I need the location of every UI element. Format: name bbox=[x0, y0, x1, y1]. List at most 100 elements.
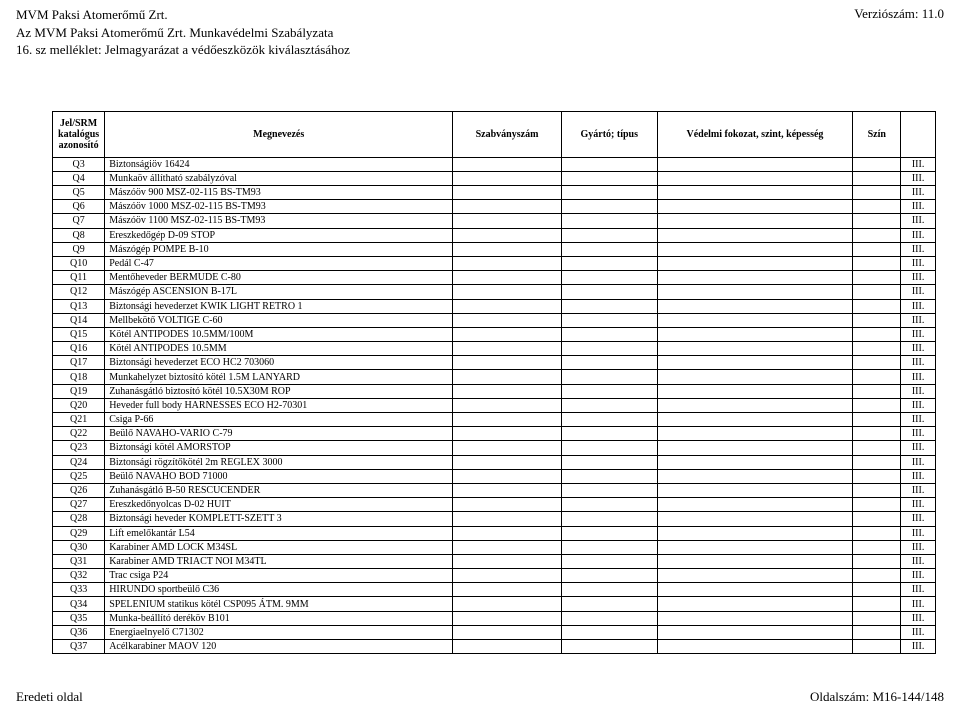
table-row: Q9Mászógép POMPE B-10III. bbox=[53, 242, 936, 256]
table-wrap: Jel/SRM katalógus azonosító Megnevezés S… bbox=[52, 111, 936, 655]
cell-std bbox=[453, 526, 562, 540]
cell-std bbox=[453, 498, 562, 512]
cell-color bbox=[853, 200, 901, 214]
cell-std bbox=[453, 186, 562, 200]
cell-lvl bbox=[657, 342, 853, 356]
cell-color bbox=[853, 285, 901, 299]
cell-lvl bbox=[657, 455, 853, 469]
cell-color bbox=[853, 441, 901, 455]
cell-name: Kötél ANTIPODES 10.5MM bbox=[105, 342, 453, 356]
cell-name: Zuhanásgátló biztosító kötél 10.5X30M RO… bbox=[105, 384, 453, 398]
cell-mfr bbox=[561, 186, 657, 200]
table-row: Q29Lift emelőkantár L54III. bbox=[53, 526, 936, 540]
table-row: Q10Pedál C-47III. bbox=[53, 256, 936, 270]
cell-mfr bbox=[561, 228, 657, 242]
cell-color bbox=[853, 171, 901, 185]
cell-name: Mászóöv 1000 MSZ-02-115 BS-TM93 bbox=[105, 200, 453, 214]
cell-lvl bbox=[657, 554, 853, 568]
cell-id: Q29 bbox=[53, 526, 105, 540]
cell-std bbox=[453, 427, 562, 441]
cell-cat: III. bbox=[901, 157, 936, 171]
cell-id: Q19 bbox=[53, 384, 105, 398]
cell-color bbox=[853, 384, 901, 398]
cell-std bbox=[453, 242, 562, 256]
cell-color bbox=[853, 540, 901, 554]
cell-mfr bbox=[561, 611, 657, 625]
table-row: Q23Biztonsági kötél AMORSTOPIII. bbox=[53, 441, 936, 455]
cell-cat: III. bbox=[901, 640, 936, 654]
cell-color bbox=[853, 342, 901, 356]
cell-name: Biztonságiöv 16424 bbox=[105, 157, 453, 171]
cell-mfr bbox=[561, 256, 657, 270]
cell-mfr bbox=[561, 469, 657, 483]
table-row: Q27Ereszkedőnyolcas D-02 HUITIII. bbox=[53, 498, 936, 512]
cell-lvl bbox=[657, 483, 853, 497]
col-id: Jel/SRM katalógus azonosító bbox=[53, 111, 105, 157]
table-row: Q28Biztonsági heveder KOMPLETT-SZETT 3II… bbox=[53, 512, 936, 526]
cell-id: Q31 bbox=[53, 554, 105, 568]
cell-name: Heveder full body HARNESSES ECO H2-70301 bbox=[105, 398, 453, 412]
table-row: Q30Karabiner AMD LOCK M34SLIII. bbox=[53, 540, 936, 554]
cell-name: Csiga P-66 bbox=[105, 413, 453, 427]
col-cat: Vdőeszköz kategória bbox=[901, 111, 936, 157]
cell-name: Biztonsági heveder KOMPLETT-SZETT 3 bbox=[105, 512, 453, 526]
cell-color bbox=[853, 214, 901, 228]
col-std: Szabványszám bbox=[453, 111, 562, 157]
cell-mfr bbox=[561, 342, 657, 356]
cell-cat: III. bbox=[901, 200, 936, 214]
cell-id: Q30 bbox=[53, 540, 105, 554]
cell-lvl bbox=[657, 228, 853, 242]
cell-mfr bbox=[561, 625, 657, 639]
cell-cat: III. bbox=[901, 413, 936, 427]
cell-lvl bbox=[657, 256, 853, 270]
cell-cat: III. bbox=[901, 569, 936, 583]
cell-color bbox=[853, 483, 901, 497]
cell-id: Q24 bbox=[53, 455, 105, 469]
cell-std bbox=[453, 384, 562, 398]
cell-color bbox=[853, 327, 901, 341]
table-row: Q33HIRUNDO sportbeülő C36III. bbox=[53, 583, 936, 597]
cell-mfr bbox=[561, 327, 657, 341]
cell-std bbox=[453, 413, 562, 427]
cell-color bbox=[853, 413, 901, 427]
cell-color bbox=[853, 554, 901, 568]
cell-std bbox=[453, 583, 562, 597]
cell-mfr bbox=[561, 398, 657, 412]
cell-name: Energiaelnyelő C71302 bbox=[105, 625, 453, 639]
cell-cat: III. bbox=[901, 540, 936, 554]
table-row: Q14Mellbekötő VOLTIGE C-60III. bbox=[53, 313, 936, 327]
cell-cat: III. bbox=[901, 455, 936, 469]
cell-name: Zuhanásgátló B-50 RESCUCENDER bbox=[105, 483, 453, 497]
cell-lvl bbox=[657, 569, 853, 583]
company-name: MVM Paksi Atomerőmű Zrt. bbox=[16, 6, 350, 24]
cell-cat: III. bbox=[901, 441, 936, 455]
cell-name: Ereszkedőgép D-09 STOP bbox=[105, 228, 453, 242]
cell-id: Q35 bbox=[53, 611, 105, 625]
table-row: Q31Karabiner AMD TRIACT NOI M34TL III. bbox=[53, 554, 936, 568]
cell-std bbox=[453, 512, 562, 526]
cell-name: Beülő NAVAHO BOD 71000 bbox=[105, 469, 453, 483]
cell-id: Q15 bbox=[53, 327, 105, 341]
cell-mfr bbox=[561, 483, 657, 497]
cell-lvl bbox=[657, 540, 853, 554]
cell-cat: III. bbox=[901, 256, 936, 270]
cell-cat: III. bbox=[901, 342, 936, 356]
cell-std bbox=[453, 271, 562, 285]
cell-color bbox=[853, 569, 901, 583]
cell-id: Q34 bbox=[53, 597, 105, 611]
cell-color bbox=[853, 640, 901, 654]
table-row: Q3Biztonságiöv 16424III. bbox=[53, 157, 936, 171]
cell-color bbox=[853, 469, 901, 483]
cell-name: Mászóöv 1100 MSZ-02-115 BS-TM93 bbox=[105, 214, 453, 228]
cell-mfr bbox=[561, 554, 657, 568]
cell-cat: III. bbox=[901, 356, 936, 370]
cell-id: Q37 bbox=[53, 640, 105, 654]
cell-cat: III. bbox=[901, 171, 936, 185]
cell-lvl bbox=[657, 583, 853, 597]
cell-cat: III. bbox=[901, 299, 936, 313]
cell-name: Karabiner AMD TRIACT NOI M34TL bbox=[105, 554, 453, 568]
cell-std bbox=[453, 356, 562, 370]
cell-lvl bbox=[657, 625, 853, 639]
cell-cat: III. bbox=[901, 554, 936, 568]
cell-id: Q16 bbox=[53, 342, 105, 356]
